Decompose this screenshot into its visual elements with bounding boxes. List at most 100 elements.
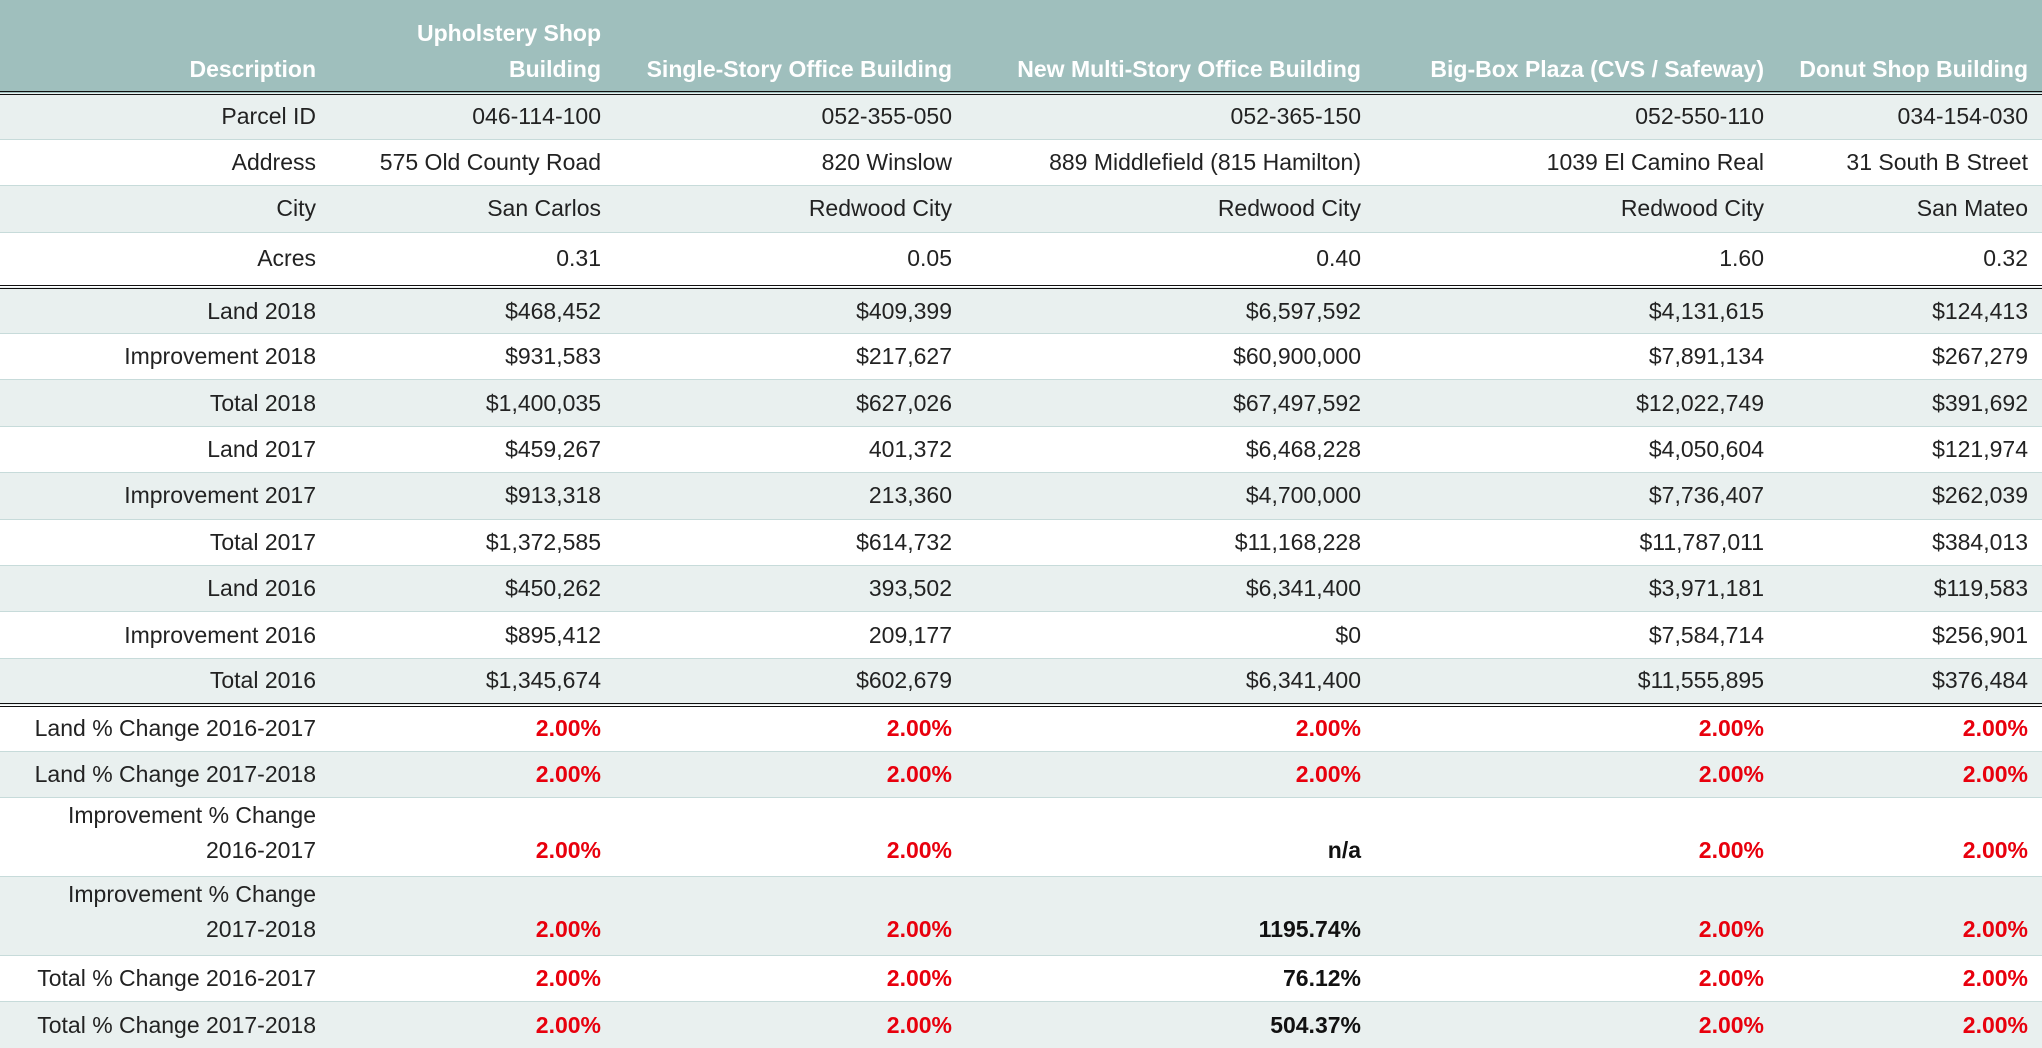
table-cell: $267,279 <box>1932 343 2028 370</box>
table-cell: 393,502 <box>615 565 966 612</box>
row-label: City <box>0 185 330 233</box>
row-label: Total 2018 <box>0 379 330 427</box>
table-cell: $931,583 <box>505 343 601 370</box>
row-label: Land 2017 <box>207 436 316 463</box>
table-cell: 889 Middlefield (815 Hamilton) <box>1049 149 1361 176</box>
table-row: Improvement 2017 $913,318 213,360 $4,700,00… <box>0 472 2042 520</box>
table-cell: 401,372 <box>868 436 952 463</box>
column-header-single-story-office: Single-Story Office Building <box>615 0 966 93</box>
column-header-upholstery-shop: Upholstery Shop Building <box>330 0 615 93</box>
table-cell: San Mateo <box>1778 185 2042 233</box>
table-cell: $11,555,895 <box>1375 658 1778 705</box>
row-label: Improvement % Change 2017-2018 <box>0 876 330 956</box>
table-cell: $11,787,011 <box>1639 528 1765 555</box>
table-cell: $6,341,400 <box>966 658 1375 705</box>
table-cell: 1.60 <box>1719 245 1764 272</box>
row-label: Land 2016 <box>0 565 330 612</box>
table-cell: 0.05 <box>907 245 952 272</box>
row-label: Land % Change 2016-2017 <box>34 715 316 742</box>
table-cell: $7,584,714 <box>1648 621 1764 648</box>
table-cell: 820 Winslow <box>821 149 952 176</box>
table-cell: $1,372,585 <box>485 528 601 555</box>
table-cell: $913,318 <box>330 472 615 520</box>
table-cell: 0.31 <box>556 245 601 272</box>
table-cell: Redwood City <box>1375 185 1778 233</box>
table-cell: $459,267 <box>505 436 601 463</box>
table-row: Land 2016 $450,262 393,502 $6,341,400 $3,971… <box>0 565 2042 612</box>
row-label: Land 2018 <box>0 287 330 334</box>
row-label: Improvement 2017 <box>0 472 330 520</box>
table-cell: 2.00% <box>535 715 601 742</box>
table-cell: $376,484 <box>1778 658 2042 705</box>
row-label: Total 2016 <box>0 658 330 705</box>
table-cell: $119,583 <box>1778 565 2042 612</box>
table-cell: $1,400,035 <box>330 379 615 427</box>
table-cell: $614,732 <box>856 528 952 555</box>
table-row: Improvement 2016 $895,412 209,177 $0 $7,584,… <box>0 611 2042 658</box>
table-cell: $262,039 <box>1778 472 2042 520</box>
table-cell: 1039 El Camino Real <box>1546 149 1764 176</box>
table-cell: Redwood City <box>615 185 966 233</box>
table-cell: 052-365-150 <box>966 93 1375 140</box>
table-cell: 2.00% <box>330 876 615 956</box>
table-cell: 2.00% <box>1698 836 1764 863</box>
table-cell: $67,497,592 <box>966 379 1375 427</box>
table-cell: Redwood City <box>966 185 1375 233</box>
table-cell: $7,891,134 <box>1648 343 1764 370</box>
table-cell: 2.00% <box>966 751 1375 798</box>
table-cell: 2.00% <box>1698 715 1764 742</box>
table-cell: 052-355-050 <box>615 93 966 140</box>
table-cell: 76.12% <box>1282 965 1361 992</box>
row-label: Address <box>231 149 316 176</box>
row-label: Total % Change 2017-2018 <box>0 1001 330 1048</box>
table-cell: 2.00% <box>615 751 966 798</box>
table-cell: $6,341,400 <box>966 565 1375 612</box>
table-cell: $4,050,604 <box>1648 436 1764 463</box>
table-cell: $6,597,592 <box>966 287 1375 334</box>
table-row: Total 2016 $1,345,674 $602,679 $6,341,400 $1… <box>0 658 2042 705</box>
table-cell: 1195.74% <box>966 876 1375 956</box>
table-cell: $124,413 <box>1778 287 2042 334</box>
table-cell: $0 <box>1335 621 1361 648</box>
table-cell: $602,679 <box>615 658 966 705</box>
table-cell: $60,900,000 <box>1233 343 1361 370</box>
row-label: Improvement 2016 <box>124 621 316 648</box>
table-cell: $217,627 <box>856 343 952 370</box>
table-cell: 504.37% <box>966 1001 1375 1048</box>
table-cell: 2.00% <box>1698 965 1764 992</box>
table-row: Improvement 2018 $931,583 $217,627 $60,900,… <box>0 333 2042 380</box>
table-row: Land % Change 2017-2018 2.00% 2.00% 2.00% 2.… <box>0 751 2042 798</box>
table-cell: $12,022,749 <box>1375 379 1778 427</box>
row-label: Land % Change 2017-2018 <box>0 751 330 798</box>
table-cell: $4,131,615 <box>1375 287 1778 334</box>
table-cell: 2.00% <box>1962 965 2028 992</box>
table-cell: 209,177 <box>868 621 952 648</box>
table-cell: 2.00% <box>1295 715 1361 742</box>
table-cell: 2.00% <box>1962 715 2028 742</box>
table-cell: $256,901 <box>1932 621 2028 648</box>
table-cell: 2.00% <box>886 836 952 863</box>
table-cell: 2.00% <box>535 965 601 992</box>
table-cell: $1,345,674 <box>330 658 615 705</box>
table-cell: 2.00% <box>330 751 615 798</box>
table-cell: $4,700,000 <box>966 472 1375 520</box>
table-cell: 0.32 <box>1983 245 2028 272</box>
table-row: Land 2018 $468,452 $409,399 $6,597,592 $4,13… <box>0 287 2042 334</box>
table-cell: 2.00% <box>1778 1001 2042 1048</box>
table-cell: $7,736,407 <box>1375 472 1778 520</box>
table-cell: $391,692 <box>1778 379 2042 427</box>
table-cell: 052-550-110 <box>1375 93 1778 140</box>
table-cell: $409,399 <box>615 287 966 334</box>
table-cell: $11,168,228 <box>1234 528 1361 555</box>
table-row: Land % Change 2016-2017 2.00% 2.00% 2.00% 2.… <box>0 704 2042 751</box>
table-cell: 2.00% <box>886 715 952 742</box>
table-row: Address 575 Old County Road 820 Winslow 889… <box>0 139 2042 185</box>
table-cell: $6,468,228 <box>1245 436 1361 463</box>
column-header-big-box-plaza: Big-Box Plaza (CVS / Safeway) <box>1375 0 1778 93</box>
row-label: Improvement % Change 2016-2017 <box>67 801 316 863</box>
table-cell: $3,971,181 <box>1375 565 1778 612</box>
table-row: Land 2017 $459,267 401,372 $6,468,228 $4,050… <box>0 426 2042 472</box>
table-cell: $384,013 <box>1932 528 2028 555</box>
table-cell: 213,360 <box>615 472 966 520</box>
row-label: Improvement 2018 <box>124 343 316 370</box>
